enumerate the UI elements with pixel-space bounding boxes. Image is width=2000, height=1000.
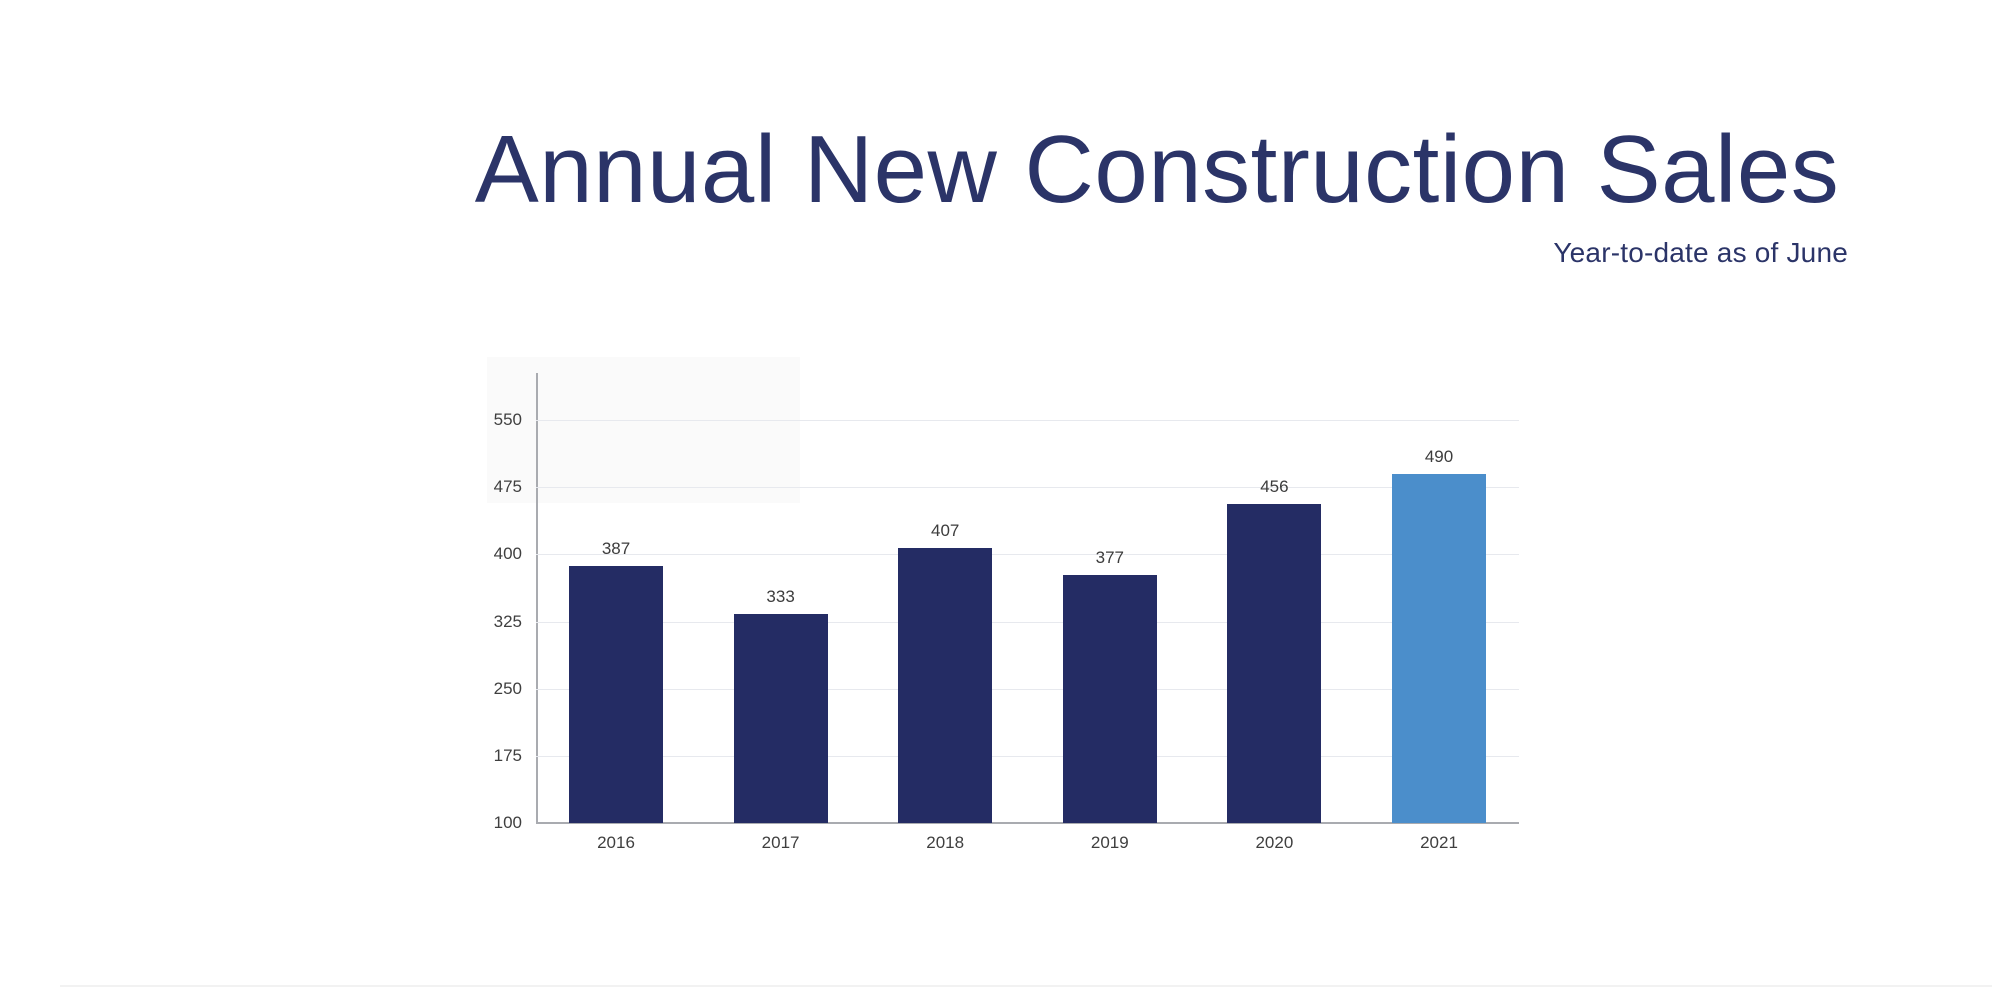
bar-value-label: 456 — [1260, 477, 1289, 497]
bar-value-label: 377 — [1095, 547, 1124, 567]
bar-2016 — [569, 565, 663, 823]
faint-backdrop-rect — [487, 357, 800, 503]
x-tick-label: 2017 — [761, 833, 800, 852]
y-tick-label: 100 — [493, 813, 522, 832]
y-tick-label: 475 — [493, 477, 522, 497]
x-tick-label: 2020 — [1255, 833, 1294, 852]
x-tick-label: 2019 — [1090, 833, 1129, 852]
page-subtitle: Year-to-date as of June — [1553, 237, 1848, 268]
bar-value-label: 490 — [1424, 446, 1454, 466]
bar-value-label: 333 — [766, 587, 795, 607]
gridline — [536, 688, 1519, 690]
x-tick-label: 2021 — [1420, 833, 1458, 852]
bar-2018 — [898, 548, 993, 823]
bar-value-label: 387 — [601, 538, 631, 558]
gridline — [536, 487, 1519, 489]
bar-value-label: 407 — [931, 521, 960, 541]
bar-2019 — [1062, 574, 1157, 823]
y-tick-label: 325 — [493, 611, 522, 631]
page-title: Annual New Construction Sales — [474, 116, 1840, 223]
y-axis-line — [536, 373, 538, 823]
bottom-divider — [60, 985, 1992, 987]
gridline — [536, 554, 1519, 556]
x-tick-label: 2018 — [926, 833, 965, 852]
bar-chart: 100 175 250 325 400 475 550 387 2016 333 2017 407 20… — [494, 373, 1519, 852]
bar-2021 — [1392, 473, 1486, 823]
y-tick-label: 250 — [493, 678, 522, 698]
gridline — [536, 420, 1519, 421]
y-tick-label: 550 — [493, 410, 522, 429]
y-tick-label: 175 — [493, 745, 522, 765]
bar-2020 — [1227, 504, 1322, 823]
x-axis-line — [536, 822, 1519, 824]
x-tick-label: 2016 — [597, 833, 635, 852]
bar-2017 — [733, 614, 828, 823]
gridline — [536, 621, 1519, 623]
gridline — [536, 755, 1519, 757]
y-tick-label: 400 — [493, 544, 522, 564]
